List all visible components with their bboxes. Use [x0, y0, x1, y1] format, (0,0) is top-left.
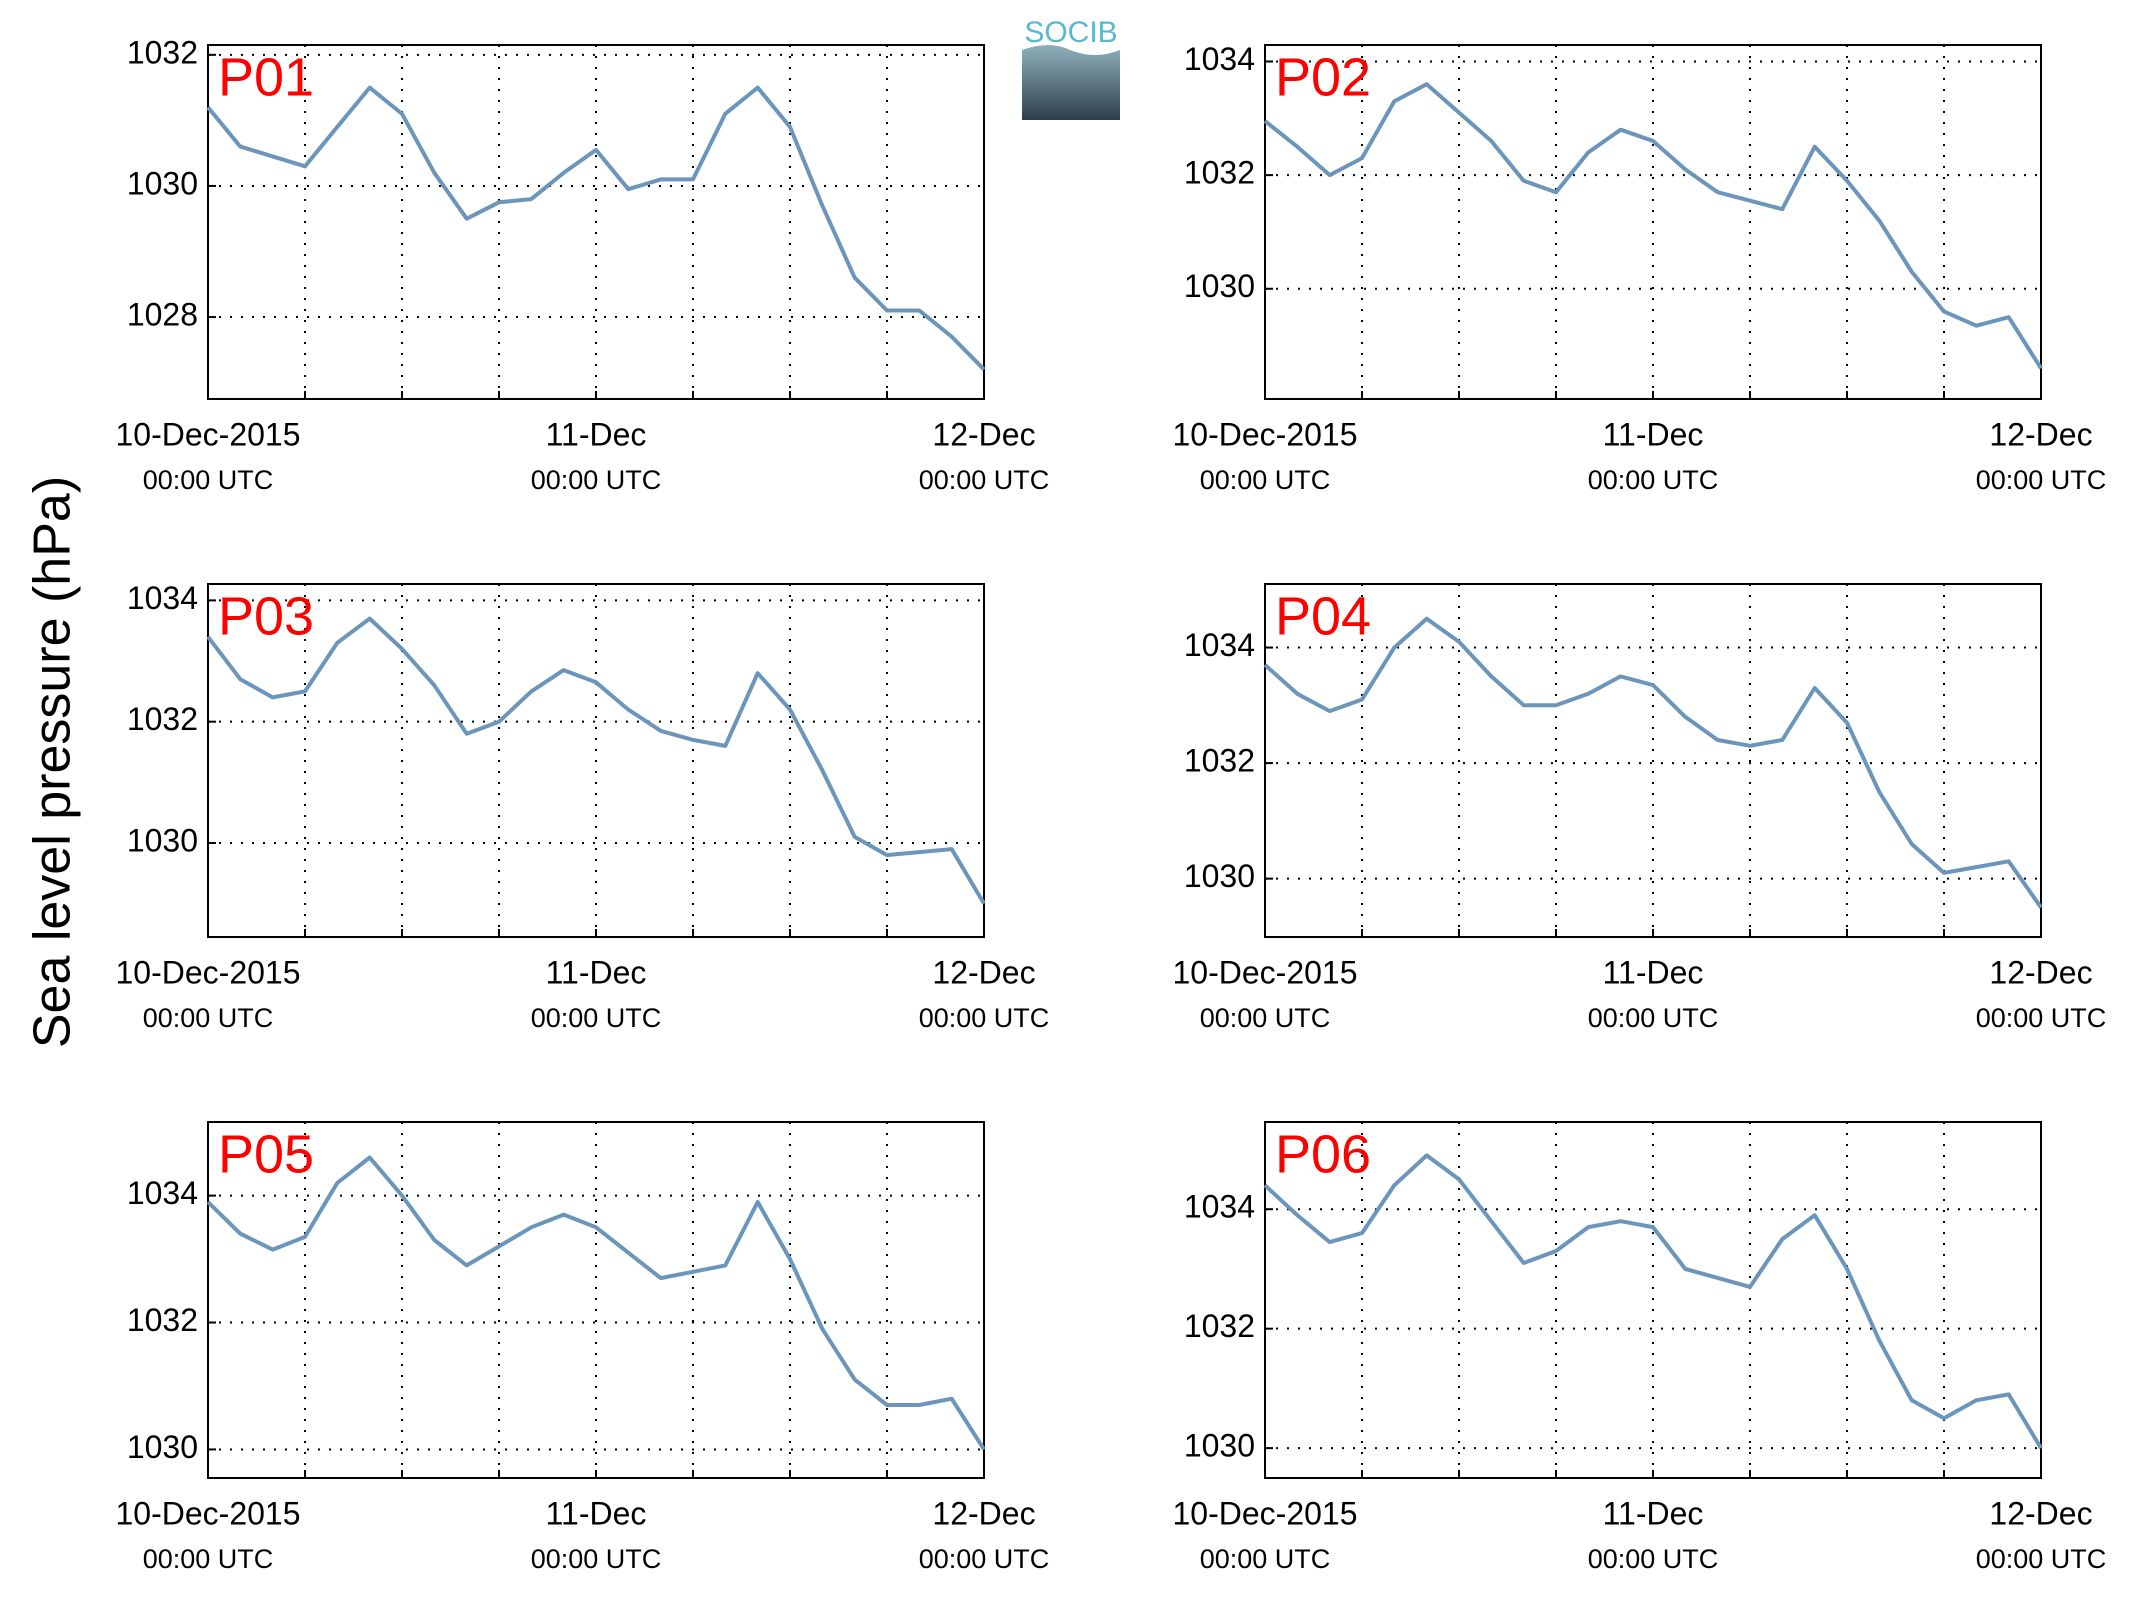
pressure-line: [1263, 82, 2043, 370]
x-tick-sublabel: 00:00 UTC: [531, 1544, 662, 1574]
y-tick-label: 1034: [1184, 1189, 1255, 1225]
x-tick-sublabel: 00:00 UTC: [1588, 1003, 1719, 1033]
x-tick-label: 12-Dec: [932, 1495, 1035, 1531]
x-tick-sublabel: 00:00 UTC: [531, 465, 662, 495]
x-tick-label: 12-Dec: [932, 954, 1035, 990]
pressure-line: [1263, 616, 2043, 909]
subplot: 1030 1032 1034 10-Dec-2015 00:00 UTC 11-Dec 00…: [1173, 583, 2107, 1033]
subplot: 1030 1032 1034 10-Dec-2015 00:00 UTC 11-Dec 00…: [1173, 1121, 2107, 1574]
plot-frame: [1264, 44, 2042, 400]
y-tick-label: 1030: [1184, 268, 1255, 304]
pressure-line: [206, 85, 986, 371]
x-tick-sublabel: 00:00 UTC: [531, 1003, 662, 1033]
subplot: 1030 1032 1034 10-Dec-2015 00:00 UTC 11-Dec 00…: [116, 580, 1050, 1033]
x-tick-label: 11-Dec: [1603, 416, 1704, 452]
x-tick-label: 12-Dec: [1989, 416, 2092, 452]
x-tick-label: 12-Dec: [1989, 954, 2092, 990]
x-tick-sublabel: 00:00 UTC: [1976, 1003, 2107, 1033]
x-tick-sublabel: 00:00 UTC: [1588, 465, 1719, 495]
x-tick-label: 10-Dec-2015: [116, 954, 301, 990]
y-tick-label: 1032: [127, 701, 198, 737]
x-tick-label: 10-Dec-2015: [1173, 1495, 1358, 1531]
y-tick-label: 1034: [127, 580, 198, 616]
y-axis-label: Sea level pressure (hPa): [24, 476, 82, 1048]
logo: SOCIB: [1022, 16, 1120, 120]
x-tick-label: 11-Dec: [1603, 954, 1704, 990]
panel-title: P01: [218, 47, 314, 107]
x-tick-sublabel: 00:00 UTC: [1200, 1544, 1331, 1574]
x-tick-label: 12-Dec: [932, 416, 1035, 452]
x-tick-sublabel: 00:00 UTC: [143, 465, 274, 495]
y-tick-label: 1032: [127, 1302, 198, 1338]
x-tick-sublabel: 00:00 UTC: [1976, 465, 2107, 495]
panel-title: P02: [1275, 47, 1371, 107]
y-tick-label: 1032: [1184, 743, 1255, 779]
pressure-line: [1263, 1153, 2043, 1450]
x-tick-sublabel: 00:00 UTC: [919, 465, 1050, 495]
logo-text: SOCIB: [1024, 16, 1117, 49]
y-tick-label: 1030: [127, 1429, 198, 1465]
panel-title: P04: [1275, 586, 1371, 646]
x-tick-sublabel: 00:00 UTC: [1200, 465, 1331, 495]
x-tick-label: 11-Dec: [546, 954, 647, 990]
x-tick-label: 10-Dec-2015: [1173, 954, 1358, 990]
plot-frame: [1264, 1121, 2042, 1479]
pressure-line: [206, 616, 986, 905]
y-tick-label: 1032: [1184, 155, 1255, 191]
plot-frame: [207, 44, 985, 400]
y-tick-label: 1032: [1184, 1308, 1255, 1344]
plot-frame: [1264, 583, 2042, 938]
x-tick-sublabel: 00:00 UTC: [143, 1003, 274, 1033]
x-tick-label: 10-Dec-2015: [116, 416, 301, 452]
x-tick-label: 11-Dec: [546, 416, 647, 452]
x-tick-label: 10-Dec-2015: [116, 1495, 301, 1531]
x-tick-sublabel: 00:00 UTC: [1976, 1544, 2107, 1574]
x-tick-sublabel: 00:00 UTC: [1588, 1544, 1719, 1574]
y-tick-label: 1030: [127, 822, 198, 858]
panel-title: P05: [218, 1124, 314, 1184]
x-tick-label: 12-Dec: [1989, 1495, 2092, 1531]
y-tick-label: 1034: [1184, 41, 1255, 77]
x-tick-sublabel: 00:00 UTC: [1200, 1003, 1331, 1033]
y-tick-label: 1034: [127, 1175, 198, 1211]
pressure-line: [206, 1155, 986, 1451]
plot-frame: [207, 583, 985, 938]
subplot: 1030 1032 1034 10-Dec-2015 00:00 UTC 11-Dec 00…: [116, 1121, 1050, 1574]
x-tick-sublabel: 00:00 UTC: [143, 1544, 274, 1574]
panel-title: P03: [218, 586, 314, 646]
x-tick-label: 11-Dec: [1603, 1495, 1704, 1531]
plot-frame: [207, 1121, 985, 1479]
y-tick-label: 1030: [127, 165, 198, 201]
x-tick-label: 11-Dec: [546, 1495, 647, 1531]
x-tick-label: 10-Dec-2015: [1173, 416, 1358, 452]
subplot: 1030 1032 1034 10-Dec-2015 00:00 UTC 11-Dec 00…: [1173, 41, 2107, 495]
x-tick-sublabel: 00:00 UTC: [919, 1003, 1050, 1033]
y-tick-label: 1030: [1184, 1428, 1255, 1464]
logo-wave: [1022, 45, 1120, 120]
panel-title: P06: [1275, 1124, 1371, 1184]
y-tick-label: 1034: [1184, 627, 1255, 663]
subplot: 1028 1030 1032 10-Dec-2015 00:00 UTC 11-Dec 00…: [116, 34, 1050, 495]
y-tick-label: 1030: [1184, 858, 1255, 894]
y-tick-label: 1032: [127, 34, 198, 70]
x-tick-sublabel: 00:00 UTC: [919, 1544, 1050, 1574]
y-tick-label: 1028: [127, 297, 198, 333]
